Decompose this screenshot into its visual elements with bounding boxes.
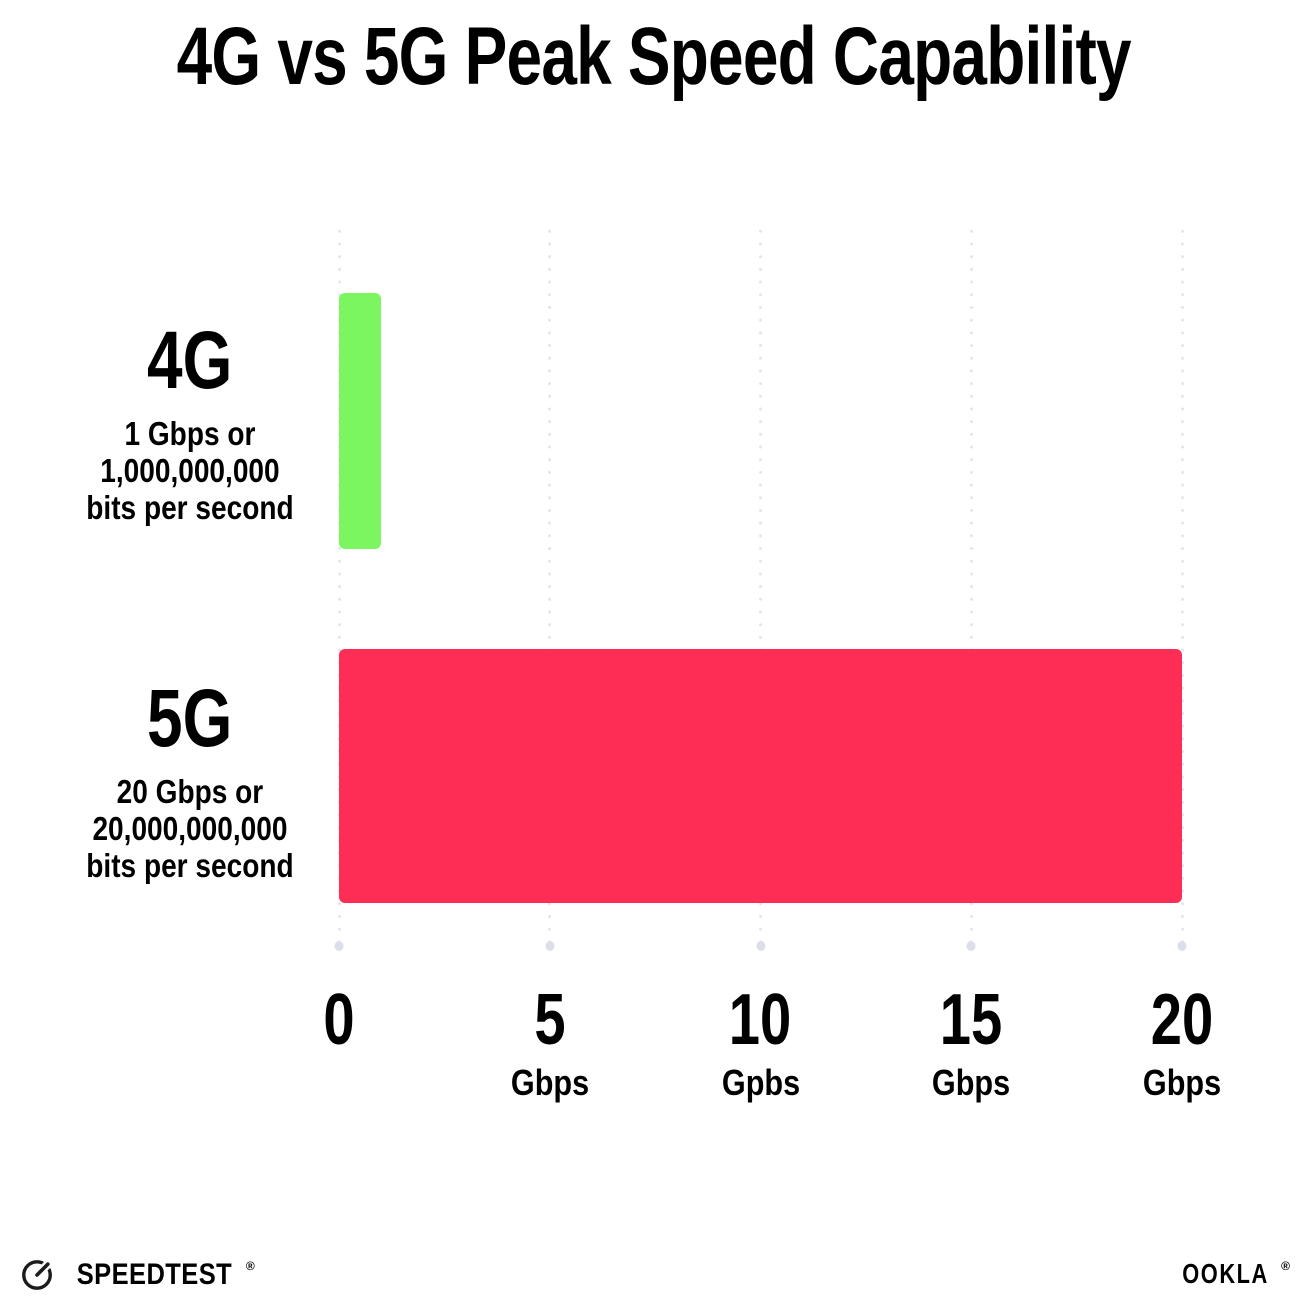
x-tick-20: 20 Gbps <box>1136 984 1228 1101</box>
row-label-4g-subline-2: 1,000,000,000 <box>100 451 280 489</box>
x-tick-5-unit: Gbps <box>510 1062 589 1103</box>
gridline-0 <box>337 225 341 941</box>
x-tick-15-value: 15 <box>940 980 1003 1060</box>
speedtest-logo-text: SPEEDTEST <box>76 1258 233 1291</box>
x-tick-0: 0 <box>319 984 359 1101</box>
bar-5g <box>339 649 1182 903</box>
x-tick-10-unit: Gpbs <box>721 1062 800 1103</box>
row-label-5g-subline-2: 20,000,000,000 <box>92 809 288 847</box>
speedtest-gauge-icon <box>20 1258 54 1292</box>
row-label-5g-name: 5G <box>147 673 233 764</box>
x-tick-5-value: 5 <box>534 980 566 1060</box>
row-label-5g-subline-1: 20 Gbps or <box>116 773 264 810</box>
x-tick-20-value: 20 <box>1150 980 1214 1060</box>
row-label-4g: 4G 1 Gbps or 1,000,000,000 bits per seco… <box>35 320 345 527</box>
x-tick-5: 5 Gbps <box>504 984 596 1101</box>
x-tick-0-value: 0 <box>323 980 355 1060</box>
x-tick-15: 15 Gbps <box>925 984 1017 1101</box>
row-label-4g-subline-1: 1 Gbps or <box>124 415 256 452</box>
row-label-4g-sub: 1 Gbps or 1,000,000,000 bits per second <box>35 415 345 527</box>
x-tick-20-unit: Gbps <box>1142 1062 1222 1103</box>
plot-area <box>337 225 1184 947</box>
chart-title: 4G vs 5G Peak Speed Capability <box>0 16 1308 98</box>
x-axis: 0 5 Gbps 10 Gpbs 15 Gbps 20 Gbps <box>323 984 1221 1104</box>
gridline-20 <box>1180 225 1184 941</box>
speedtest-logo: SPEEDTEST ® <box>20 1258 255 1292</box>
row-label-5g-subline-3: bits per second <box>86 846 294 884</box>
chart-title-text: 4G vs 5G Peak Speed Capability <box>176 11 1132 102</box>
x-tick-10-value: 10 <box>729 980 792 1060</box>
speedtest-trademark: ® <box>245 1259 256 1273</box>
ookla-trademark: ® <box>1281 1259 1292 1273</box>
gridline-15 <box>969 225 973 941</box>
row-label-5g: 5G 20 Gbps or 20,000,000,000 bits per se… <box>35 678 345 885</box>
x-tick-15-unit: Gbps <box>932 1062 1011 1103</box>
ookla-logo-text: OOKLA <box>1182 1258 1269 1289</box>
row-label-4g-subline-3: bits per second <box>86 488 294 526</box>
gridline-10 <box>759 225 762 941</box>
row-label-5g-sub: 20 Gbps or 20,000,000,000 bits per secon… <box>35 773 345 885</box>
x-tick-10: 10 Gpbs <box>714 984 806 1101</box>
row-label-4g-name: 4G <box>147 315 233 406</box>
ookla-logo: OOKLA ® <box>1170 1260 1292 1288</box>
gridline-5 <box>548 225 552 941</box>
bar-4g <box>339 293 382 549</box>
